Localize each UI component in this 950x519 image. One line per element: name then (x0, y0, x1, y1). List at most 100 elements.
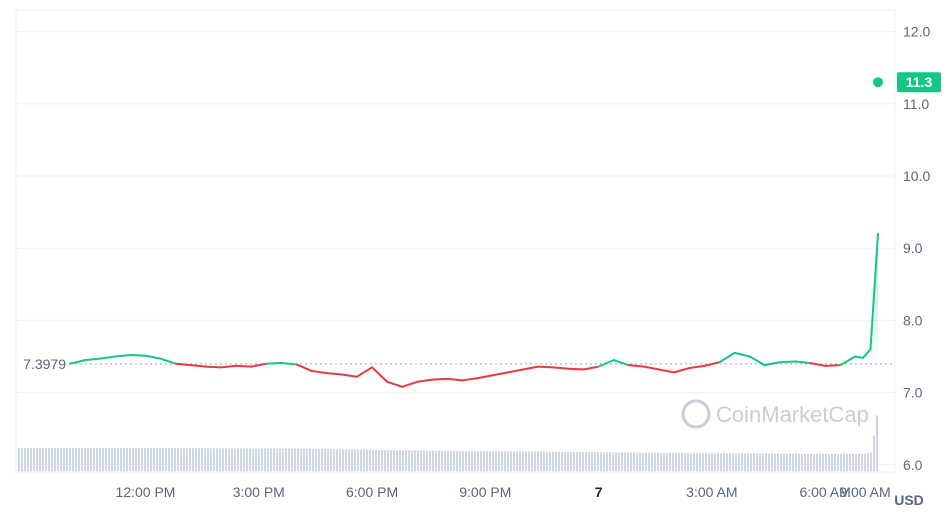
price-segment (386, 380, 404, 388)
price-segment (824, 364, 842, 367)
volume-bar (312, 448, 314, 471)
plot-frame (15, 9, 896, 473)
volume-bar (666, 452, 668, 471)
volume-bar (633, 452, 635, 471)
price-segment (612, 359, 630, 367)
volume-bar (603, 452, 605, 471)
volume-bar (597, 452, 599, 471)
volume-bar (33, 448, 35, 471)
volume-bar (624, 452, 626, 471)
volume-bar (774, 453, 776, 471)
x-tick-label: 6:00 AM (799, 484, 850, 500)
volume-bar (420, 450, 422, 471)
volume-bar (81, 448, 83, 471)
price-segment (718, 351, 736, 364)
volume-bar (582, 451, 584, 471)
price-segment (597, 359, 615, 368)
volume-bar (555, 451, 557, 471)
volume-bar (258, 448, 260, 471)
volume-bar (315, 448, 317, 471)
price-segment (265, 361, 283, 365)
volume-bar (390, 450, 392, 471)
x-tick-label: 7 (595, 484, 603, 500)
x-tick-label: 12:00 PM (116, 484, 176, 500)
volume-bar (549, 451, 551, 471)
volume-bar (27, 448, 29, 471)
volume-bar (453, 450, 455, 471)
volume-bar (183, 448, 185, 471)
volume-bar (519, 451, 521, 471)
volume-bar (387, 450, 389, 471)
volume-bar (843, 453, 845, 471)
volume-bar (777, 453, 779, 471)
volume-bar (618, 452, 620, 471)
price-segment (793, 360, 812, 364)
volume-bar (561, 451, 563, 471)
volume-bar (297, 448, 299, 471)
volume-bar (771, 453, 773, 471)
volume-bar (426, 450, 428, 471)
volume-bar (717, 453, 719, 471)
area-fill (861, 233, 878, 364)
volume-bar (447, 450, 449, 471)
volume-bar (60, 448, 62, 471)
price-segment (114, 354, 132, 358)
volume-bar (516, 451, 518, 471)
volume-bar (261, 448, 263, 471)
volume-bar (510, 451, 512, 471)
volume-bar (480, 451, 482, 471)
volume-bar (378, 449, 380, 471)
volume-bar (438, 450, 440, 471)
volume-bar (228, 448, 230, 471)
volume-bar (840, 453, 842, 471)
volume-bar (732, 453, 734, 471)
volume-bar (396, 450, 398, 471)
volume-bar (528, 451, 530, 471)
volume-bar (69, 448, 71, 471)
volume-bar (51, 448, 53, 471)
volume-bar (831, 453, 833, 471)
volume-bar (408, 450, 410, 471)
volume-bar (351, 449, 353, 471)
coinmarketcap-watermark: CoinMarketCap (681, 399, 869, 429)
volume-bar (570, 451, 572, 471)
volume-bar (513, 451, 515, 471)
y-tick-label: 11.0 (903, 96, 929, 112)
volume-bar (171, 448, 173, 471)
volume-bar (405, 450, 407, 471)
price-segment (250, 362, 268, 368)
volume-bar (702, 453, 704, 471)
volume-bar (606, 452, 608, 471)
price-segment (220, 364, 238, 369)
volume-bar (627, 452, 629, 471)
price-segment (537, 365, 555, 369)
x-tick-label: 6:00 PM (346, 484, 398, 500)
volume-bar (819, 453, 821, 471)
volume-bar (414, 450, 416, 471)
volume-bar (234, 448, 236, 471)
volume-bar (102, 448, 104, 471)
volume-bar (693, 453, 695, 471)
volume-bar (333, 449, 335, 471)
y-tick-label: 6.0 (903, 457, 923, 473)
price-segment (673, 367, 691, 374)
volume-bar (657, 452, 659, 471)
volume-bar (123, 448, 125, 471)
volume-bar (210, 448, 212, 471)
volume-bar (345, 449, 347, 471)
volume-bar (174, 448, 176, 471)
volume-bar (285, 448, 287, 471)
volume-bar (201, 448, 203, 471)
price-segment (295, 363, 313, 372)
volume-bar (828, 453, 830, 471)
volume-bar (546, 451, 548, 471)
volume-bar (714, 453, 716, 471)
volume-bar (612, 452, 614, 471)
volume-bar (681, 453, 683, 471)
volume-bar (711, 453, 713, 471)
volume-bar (132, 448, 134, 471)
volume-bar (696, 453, 698, 471)
volume-bar (207, 448, 209, 471)
volume-bar (483, 451, 485, 471)
volume-bar (822, 453, 824, 471)
